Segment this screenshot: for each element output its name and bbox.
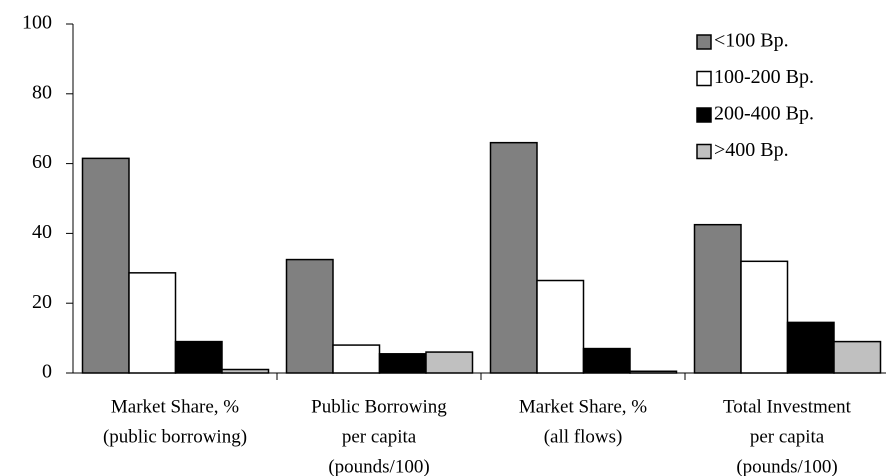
legend-label: <100 Bp. bbox=[714, 30, 789, 52]
legend-swatch bbox=[696, 143, 712, 160]
bar bbox=[425, 351, 474, 374]
y-tick-label: 60 bbox=[32, 151, 52, 173]
bar bbox=[81, 157, 130, 374]
y-tick-label: 0 bbox=[42, 361, 52, 383]
bar bbox=[833, 340, 882, 374]
legend-swatch bbox=[696, 107, 712, 123]
bar bbox=[128, 272, 177, 374]
bar bbox=[174, 340, 223, 374]
y-tick-label: 40 bbox=[32, 221, 52, 243]
x-tick-label: Market Share, % bbox=[111, 396, 239, 417]
x-tick-label: per capita bbox=[750, 426, 825, 447]
bar bbox=[693, 223, 742, 374]
bar bbox=[582, 347, 631, 374]
bar bbox=[786, 321, 835, 374]
y-tick-label: 80 bbox=[32, 81, 52, 103]
y-tick-label: 100 bbox=[22, 12, 52, 34]
bar bbox=[221, 368, 270, 374]
x-tick-label: (all flows) bbox=[544, 426, 623, 447]
bar bbox=[378, 353, 427, 374]
x-tick-label: (pounds/100) bbox=[328, 456, 429, 476]
x-tick-label: Total Investment bbox=[723, 396, 852, 417]
bar bbox=[629, 370, 678, 374]
x-tick-label: Market Share, % bbox=[519, 396, 647, 417]
x-tick-label: per capita bbox=[342, 426, 417, 447]
bar bbox=[536, 279, 585, 374]
legend-label: 100-200 Bp. bbox=[714, 66, 814, 88]
bar bbox=[740, 260, 789, 374]
bar bbox=[489, 141, 538, 374]
x-tick-label: (pounds/100) bbox=[736, 456, 837, 476]
x-tick-label: (public borrowing) bbox=[103, 426, 247, 447]
legend-swatch bbox=[696, 70, 712, 87]
x-tick-label: Public Borrowing bbox=[311, 396, 447, 417]
legend-swatch bbox=[696, 34, 712, 50]
bar bbox=[332, 344, 381, 374]
y-tick-label: 20 bbox=[32, 291, 52, 313]
legend-label: 200-400 Bp. bbox=[714, 103, 814, 125]
legend-label: >400 Bp. bbox=[714, 139, 789, 161]
bar bbox=[285, 258, 334, 374]
